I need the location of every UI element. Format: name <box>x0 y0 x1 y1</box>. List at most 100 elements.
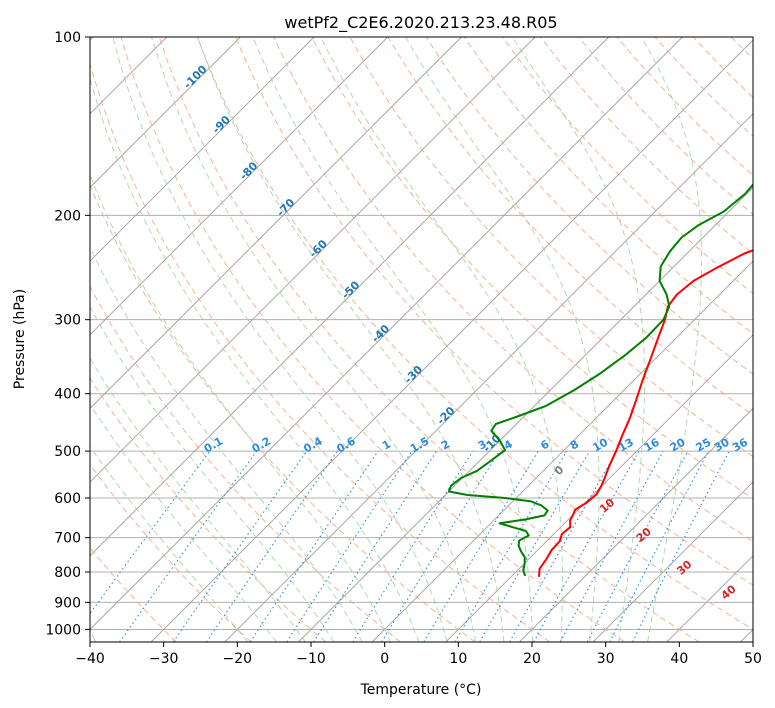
dry-adiabat-line <box>578 37 753 216</box>
isotherm-label: -20 <box>434 404 457 427</box>
dry-adiabat-line <box>692 37 753 99</box>
isotherm-line <box>740 628 753 642</box>
moist-adiabat-line <box>90 246 363 642</box>
y-tick-label: 100 <box>54 30 81 46</box>
mixing-ratio-line <box>632 450 730 642</box>
dry-adiabat-line <box>311 37 753 500</box>
isotherm-line <box>90 37 610 557</box>
mixing-ratio-line <box>119 450 258 642</box>
isotherm-line <box>90 37 536 483</box>
x-tick-label: 10 <box>449 651 467 667</box>
x-tick-label: −20 <box>223 651 253 667</box>
moist-adiabat-line <box>197 37 505 642</box>
chart-title: wetPf2_C2E6.2020.213.23.48.R05 <box>284 13 557 33</box>
mixing-ratio-line <box>559 450 664 642</box>
isotherm-line <box>90 37 241 189</box>
plot-area: 0.1 0.2 0.4 0.6 1 1.5 2 3 4 6 8 10 13 16 20 253036-100-… <box>90 37 775 642</box>
isotherm-label: -100 <box>181 63 210 92</box>
x-tick-label: 0 <box>380 651 389 667</box>
mixing-ratio-label: 36 <box>730 435 750 454</box>
moist-adiabat-line <box>90 357 306 642</box>
isotherm-label: -50 <box>339 278 362 301</box>
dry-adiabat-line <box>90 463 252 642</box>
dry-adiabat-line <box>654 37 753 138</box>
moist-adiabat-line <box>112 37 448 642</box>
mixing-ratio-label: 0.2 <box>250 435 273 456</box>
dry-adiabat-line <box>158 37 700 642</box>
y-tick-label: 200 <box>54 208 81 224</box>
moist-adiabat-line <box>320 37 563 642</box>
isotherm-label: -30 <box>402 363 425 386</box>
isotherm-label: -40 <box>369 322 392 345</box>
mixing-ratio-label: 0.4 <box>301 434 325 455</box>
dry-adiabat-label: 40 <box>719 582 739 602</box>
x-tick-label: −40 <box>75 651 105 667</box>
isotherm-label: -60 <box>307 237 330 260</box>
isotherm-line <box>371 260 753 642</box>
moist-adiabat-line <box>511 37 646 642</box>
dry-adiabat-label: 0 <box>552 463 566 478</box>
x-tick-label: 20 <box>523 651 541 667</box>
mixing-ratio-line <box>286 450 413 642</box>
y-tick-label: 400 <box>54 387 81 403</box>
y-tick-label: 600 <box>54 491 81 507</box>
dry-adiabat-line <box>273 37 753 543</box>
y-axis-label: Pressure (hPa) <box>12 289 28 389</box>
dry-adiabat-line <box>90 62 551 642</box>
mixing-ratio-label: 0.1 <box>202 435 225 456</box>
mixing-ratio-line <box>172 450 308 642</box>
isotherm-line <box>224 113 753 642</box>
y-tick-label: 1000 <box>45 622 81 638</box>
mixing-ratio-label: 30 <box>712 435 732 454</box>
x-tick-label: −30 <box>149 651 179 667</box>
mixing-ratio-line <box>205 450 338 642</box>
moist-adiabat-line <box>90 305 335 642</box>
isotherm-label: -80 <box>237 159 260 182</box>
mixing-ratio-line <box>454 450 568 642</box>
mixing-ratio-line <box>423 450 539 642</box>
mixing-ratio-line <box>533 450 640 642</box>
moist-adiabat-line <box>90 403 277 642</box>
moist-adiabat-line <box>252 37 533 642</box>
y-tick-label: 300 <box>54 313 81 329</box>
moist-adiabat-line <box>640 37 703 642</box>
x-tick-label: 50 <box>744 651 762 667</box>
mixing-ratio-label: 8 <box>568 438 581 453</box>
dry-adiabat-line <box>463 37 753 335</box>
mixing-ratio-line <box>509 450 618 642</box>
data-series <box>447 183 753 577</box>
dewpoint-profile-line <box>447 183 753 577</box>
dry-adiabat-line <box>235 37 753 586</box>
isotherm-line <box>90 37 462 410</box>
dry-adiabat-line <box>90 377 327 642</box>
x-tick-label: −10 <box>296 651 326 667</box>
isotherm-line <box>90 37 389 336</box>
mixing-ratio-line <box>352 450 474 642</box>
dry-adiabat-line <box>90 285 401 642</box>
isotherm-line <box>90 37 683 631</box>
mixing-ratio-label: 16 <box>642 435 662 454</box>
moist-adiabat-line <box>90 445 249 642</box>
background-lines <box>90 37 775 642</box>
isotherm-line <box>519 407 753 642</box>
mixing-ratio-line <box>381 450 500 642</box>
isotherm-line <box>592 481 753 642</box>
dry-adiabat-line <box>769 37 775 642</box>
mixing-ratio-label: 20 <box>668 435 688 454</box>
temperature-profile-line <box>538 249 753 577</box>
mixing-ratio-label: 10 <box>590 435 610 454</box>
moist-adiabat-line <box>151 37 476 642</box>
x-tick-label: 40 <box>670 651 688 667</box>
isotherm-line <box>90 37 315 262</box>
background-line-labels: 0.1 0.2 0.4 0.6 1 1.5 2 3 4 6 8 10 13 16 20 253036-100-… <box>181 63 750 603</box>
y-tick-label: 500 <box>54 444 81 460</box>
mixing-ratio-line <box>313 450 438 642</box>
moist-adiabat-line <box>90 173 392 642</box>
dry-adiabat-line <box>349 37 753 458</box>
mixing-ratio-line <box>249 450 379 642</box>
x-tick-label: 30 <box>597 651 615 667</box>
dry-adiabat-label: 10 <box>597 496 617 516</box>
dry-adiabat-line <box>196 37 753 630</box>
y-tick-label: 900 <box>54 595 81 611</box>
